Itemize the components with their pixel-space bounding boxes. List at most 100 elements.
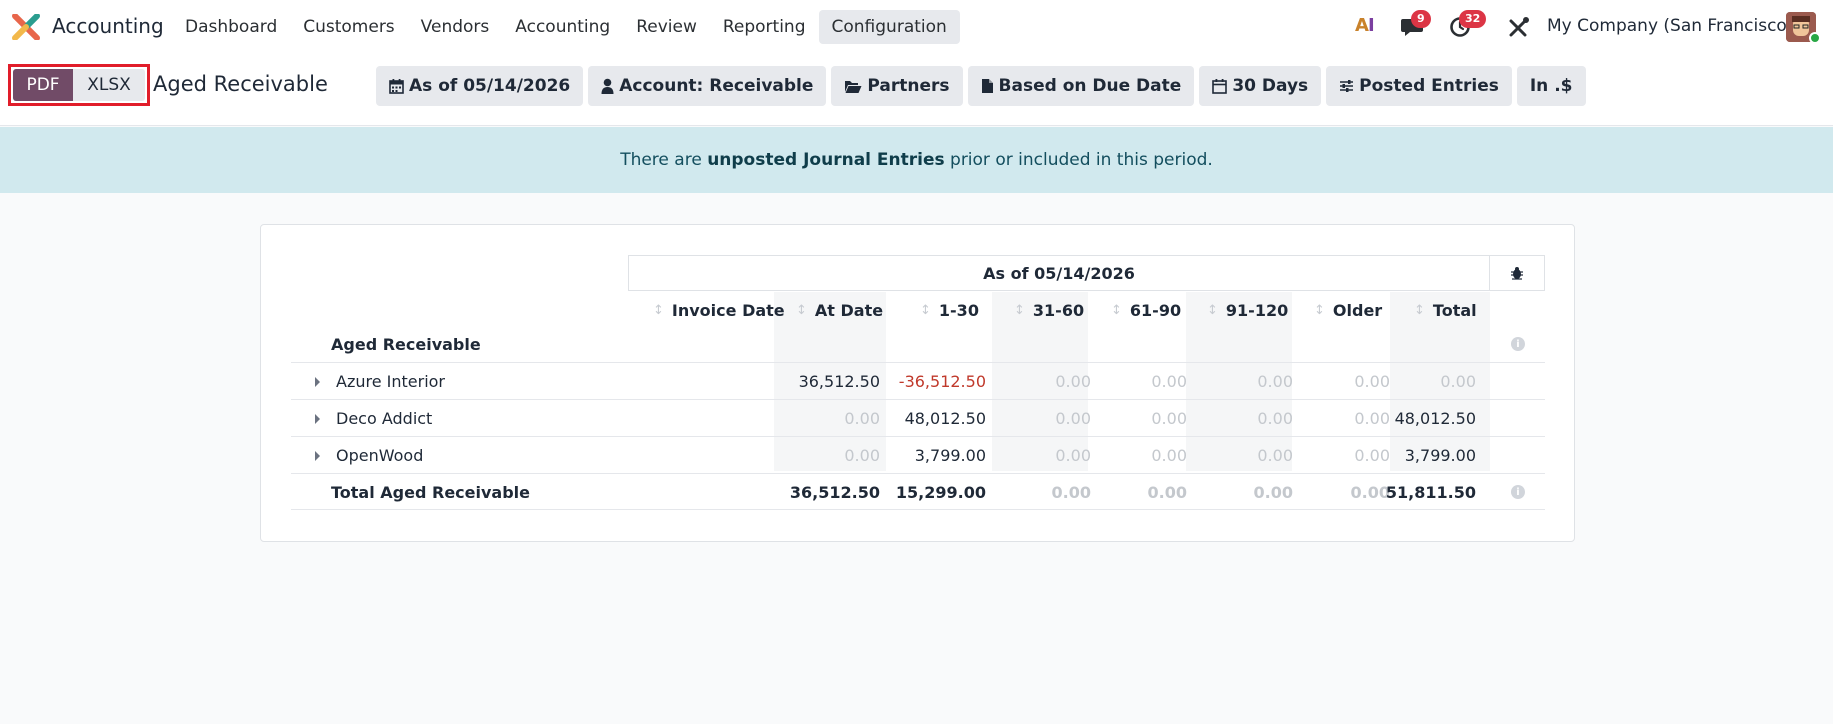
col-header-label: At Date bbox=[814, 301, 884, 320]
sort-icon: ↕ bbox=[1014, 303, 1025, 318]
menu-customers[interactable]: Customers bbox=[303, 17, 395, 37]
col-header-label: 91-120 bbox=[1225, 301, 1289, 320]
app-name[interactable]: Accounting bbox=[52, 14, 164, 38]
currency-filter-button[interactable]: In .$ bbox=[1516, 66, 1586, 106]
col-header-at-date[interactable]: ↕ At Date bbox=[796, 301, 883, 320]
info-icon[interactable]: i bbox=[1511, 337, 1525, 351]
info-icon[interactable]: i bbox=[1511, 485, 1525, 499]
col-header-label: 1-30 bbox=[938, 301, 979, 320]
interval-filter-button[interactable]: 30 Days bbox=[1199, 66, 1322, 106]
cell-91-120: 0.00 bbox=[1257, 409, 1293, 428]
cell-31-60: 0.00 bbox=[1055, 409, 1091, 428]
period-header: As of 05/14/2026 bbox=[628, 255, 1490, 291]
sort-icon: ↕ bbox=[920, 303, 931, 318]
sort-icon: ↕ bbox=[796, 303, 807, 318]
caret-right-icon[interactable] bbox=[315, 377, 320, 387]
col-shade-31-60 bbox=[992, 292, 1088, 471]
col-shade-at-date bbox=[774, 292, 886, 471]
online-status-dot bbox=[1809, 32, 1821, 44]
user-icon bbox=[601, 78, 614, 94]
currency-filter-label: In .$ bbox=[1529, 76, 1573, 96]
total-total: 51,811.50 bbox=[1385, 483, 1476, 502]
alert-prefix: There are bbox=[620, 150, 708, 170]
unposted-entries-link[interactable]: unposted Journal Entries bbox=[707, 150, 945, 170]
cell-31-60: 0.00 bbox=[1055, 446, 1091, 465]
col-header-31-60[interactable]: ↕ 31-60 bbox=[1014, 301, 1084, 320]
col-header-91-120[interactable]: ↕ 91-120 bbox=[1207, 301, 1288, 320]
cell-61-90: 0.00 bbox=[1151, 446, 1187, 465]
col-header-label: 31-60 bbox=[1032, 301, 1085, 320]
caret-right-icon[interactable] bbox=[315, 414, 320, 424]
ai-icon[interactable]: AI bbox=[1355, 15, 1375, 36]
partners-filter-label: Partners bbox=[867, 76, 950, 96]
sort-icon: ↕ bbox=[1414, 303, 1425, 318]
bug-icon bbox=[1511, 267, 1523, 280]
cell-total: 0.00 bbox=[1440, 372, 1476, 391]
cell-1-30[interactable]: 3,799.00 bbox=[914, 446, 986, 465]
debug-cell[interactable] bbox=[1490, 255, 1545, 291]
caret-right-icon[interactable] bbox=[315, 451, 320, 461]
date-filter-button[interactable]: As of 05/14/2026 bbox=[376, 66, 584, 106]
cell-total[interactable]: 3,799.00 bbox=[1404, 446, 1476, 465]
partner-name[interactable]: Deco Addict bbox=[336, 409, 433, 428]
sort-icon: ↕ bbox=[1207, 303, 1218, 318]
xlsx-button[interactable]: XLSX bbox=[73, 69, 145, 101]
due-date-filter-label: Based on Due Date bbox=[998, 76, 1182, 96]
total-at-date: 36,512.50 bbox=[789, 483, 880, 502]
calendar-outline-icon bbox=[1212, 79, 1228, 94]
menu-dashboard[interactable]: Dashboard bbox=[185, 17, 278, 37]
company-switcher[interactable]: My Company (San Francisco) bbox=[1547, 16, 1794, 36]
partner-name[interactable]: Azure Interior bbox=[336, 372, 446, 391]
total-1-30: 15,299.00 bbox=[895, 483, 986, 502]
cell-at-date: 0.00 bbox=[844, 446, 880, 465]
col-shade-91-120 bbox=[1186, 292, 1292, 471]
total-label: Total Aged Receivable bbox=[331, 483, 530, 502]
col-header-label: 61-90 bbox=[1129, 301, 1182, 320]
cell-at-date[interactable]: 36,512.50 bbox=[798, 372, 880, 391]
col-shade-total bbox=[1390, 292, 1490, 471]
menu-review[interactable]: Review bbox=[636, 17, 697, 37]
table-row[interactable]: Deco Addict 0.00 48,012.50 0.00 0.00 0.0… bbox=[291, 399, 1545, 436]
cell-older: 0.00 bbox=[1354, 372, 1390, 391]
menu-vendors[interactable]: Vendors bbox=[420, 17, 490, 37]
col-header-total[interactable]: ↕ Total bbox=[1414, 301, 1477, 320]
tools-icon[interactable] bbox=[1508, 16, 1530, 38]
col-header-older[interactable]: ↕ Older bbox=[1314, 301, 1382, 320]
partners-filter-button[interactable]: Partners bbox=[831, 66, 963, 106]
export-buttons: PDF XLSX bbox=[8, 64, 150, 106]
col-header-1-30[interactable]: ↕ 1-30 bbox=[920, 301, 979, 320]
menu-accounting[interactable]: Accounting bbox=[515, 17, 611, 37]
report-card: As of 05/14/2026 ↕ Invoice Date ↕ At Date … bbox=[260, 224, 1575, 542]
partner-name[interactable]: OpenWood bbox=[336, 446, 424, 465]
cell-total[interactable]: 48,012.50 bbox=[1394, 409, 1476, 428]
col-header-61-90[interactable]: ↕ 61-90 bbox=[1111, 301, 1181, 320]
due-date-filter-button[interactable]: Based on Due Date bbox=[967, 66, 1195, 106]
cell-91-120: 0.00 bbox=[1257, 446, 1293, 465]
col-header-label: Invoice Date bbox=[671, 301, 785, 320]
table-row[interactable]: OpenWood 0.00 3,799.00 0.00 0.00 0.00 0.… bbox=[291, 436, 1545, 473]
account-filter-label: Account: Receivable bbox=[619, 76, 814, 96]
cell-1-30[interactable]: -36,512.50 bbox=[898, 372, 986, 391]
pdf-button[interactable]: PDF bbox=[13, 69, 73, 101]
col-header-invoice-date[interactable]: ↕ Invoice Date bbox=[653, 301, 785, 320]
cell-older: 0.00 bbox=[1354, 446, 1390, 465]
menu-configuration[interactable]: Configuration bbox=[818, 10, 960, 44]
ai-label-a: A bbox=[1355, 15, 1369, 36]
cell-61-90: 0.00 bbox=[1151, 409, 1187, 428]
alert-suffix: prior or included in this period. bbox=[944, 150, 1213, 170]
section-title: Aged Receivable bbox=[331, 335, 481, 354]
total-row: Total Aged Receivable 36,512.50 15,299.0… bbox=[291, 473, 1545, 510]
posted-entries-filter-button[interactable]: Posted Entries bbox=[1326, 66, 1512, 106]
total-91-120: 0.00 bbox=[1253, 483, 1293, 502]
total-older: 0.00 bbox=[1350, 483, 1390, 502]
report-filters: As of 05/14/2026 Account: Receivable Par… bbox=[376, 66, 1591, 106]
menu-reporting[interactable]: Reporting bbox=[722, 17, 806, 37]
posted-entries-filter-label: Posted Entries bbox=[1359, 76, 1499, 96]
account-filter-button[interactable]: Account: Receivable bbox=[588, 66, 827, 106]
cell-older: 0.00 bbox=[1354, 409, 1390, 428]
accounting-app-icon[interactable] bbox=[12, 14, 40, 40]
sliders-icon bbox=[1340, 80, 1354, 92]
cell-1-30[interactable]: 48,012.50 bbox=[904, 409, 986, 428]
table-row[interactable]: Azure Interior 36,512.50 -36,512.50 0.00… bbox=[291, 362, 1545, 399]
cell-91-120: 0.00 bbox=[1257, 372, 1293, 391]
